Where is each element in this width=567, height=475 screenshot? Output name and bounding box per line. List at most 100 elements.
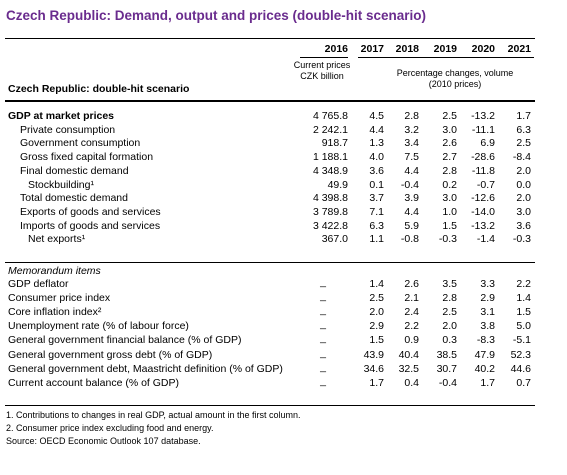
cell: 3.7 xyxy=(369,192,384,205)
cell: -8.3 xyxy=(476,334,495,347)
cell: 3.3 xyxy=(480,278,495,290)
cell: -0.4 xyxy=(438,376,457,389)
cell: 2.2 xyxy=(404,320,419,333)
cell: 5.0 xyxy=(516,320,531,333)
cell: 3.6 xyxy=(516,219,531,232)
cell: -0.3 xyxy=(438,233,457,246)
cell: 3.9 xyxy=(404,192,419,205)
cell: -5.1 xyxy=(512,334,531,347)
cell: 2.5 xyxy=(516,137,531,150)
rule xyxy=(5,100,535,102)
year-header: 2016 xyxy=(324,43,348,55)
row-label: Current account balance (% of GDP) xyxy=(8,376,179,389)
cell: -0.7 xyxy=(476,178,495,191)
cell: 2.5 xyxy=(442,306,457,319)
row-label: General government debt, Maastricht defi… xyxy=(8,362,283,375)
rule xyxy=(5,405,535,406)
row-label: Consumer price index xyxy=(8,292,111,305)
cell: 7.5 xyxy=(404,151,419,164)
cell: -13.2 xyxy=(471,219,495,232)
cell: 2.2 xyxy=(516,278,531,290)
cell: 2.1 xyxy=(404,292,419,305)
cell: 44.6 xyxy=(510,362,531,375)
footnote: 1. Contributions to changes in real GDP,… xyxy=(6,410,301,420)
row-label: Final domestic demand xyxy=(20,164,129,177)
cell: 34.6 xyxy=(363,362,384,375)
cell: -0.8 xyxy=(400,233,419,246)
cell: _ xyxy=(320,304,326,317)
cell: -11.1 xyxy=(471,123,495,136)
cell: 0.0 xyxy=(516,178,531,191)
cell: 5.9 xyxy=(404,219,419,232)
cell: 367.0 xyxy=(321,233,348,246)
rule xyxy=(5,38,535,39)
cell: 1 188.1 xyxy=(312,151,348,164)
row-label: Unemployment rate (% of labour force) xyxy=(8,320,189,333)
cell: 30.7 xyxy=(436,362,457,375)
cell: 2.0 xyxy=(369,306,384,319)
memorandum-title: Memorandum items xyxy=(8,265,101,277)
cell: 1.0 xyxy=(442,205,457,218)
cell: _ xyxy=(320,318,326,331)
cell: 3 789.8 xyxy=(312,205,348,218)
row-label: Government consumption xyxy=(20,137,141,150)
year-header: 2020 xyxy=(471,43,495,55)
cell: 1.4 xyxy=(369,278,384,290)
row-label: Gross fixed capital formation xyxy=(20,151,154,164)
cell: 4.4 xyxy=(404,164,419,177)
cell: -13.2 xyxy=(471,110,495,122)
cell: 4.0 xyxy=(369,151,384,164)
cell: 2.4 xyxy=(404,306,419,319)
cell: 1.7 xyxy=(369,376,384,389)
cell: 918.7 xyxy=(321,137,348,150)
cell: 1.5 xyxy=(442,219,457,232)
cell: 2 242.1 xyxy=(312,123,348,136)
cell: 3.8 xyxy=(480,320,495,333)
cell: 0.9 xyxy=(404,334,419,347)
cell: 4 398.8 xyxy=(312,192,348,205)
footnote: 2. Consumer price index excluding food a… xyxy=(6,423,214,433)
row-label: Core inflation index² xyxy=(8,306,102,319)
cell: 3 422.8 xyxy=(312,219,348,232)
cell: 2.0 xyxy=(516,164,531,177)
cell: 6.3 xyxy=(516,123,531,136)
cell: 1.5 xyxy=(516,306,531,319)
cell: -1.4 xyxy=(476,233,495,246)
cell: 3.4 xyxy=(404,137,419,150)
cell: 40.4 xyxy=(398,348,419,361)
cell: -0.3 xyxy=(512,233,531,246)
year-header: 2017 xyxy=(360,43,384,55)
cell: 0.7 xyxy=(516,376,531,389)
cell: _ xyxy=(320,360,326,373)
rule xyxy=(358,57,534,58)
row-label: Private consumption xyxy=(20,123,116,136)
cell: 3.1 xyxy=(480,306,495,319)
cell: -8.4 xyxy=(512,151,531,164)
title: Czech Republic: Demand, output and price… xyxy=(6,8,427,23)
cell: 2.6 xyxy=(442,137,457,150)
cell: -28.6 xyxy=(471,151,495,164)
cell: 32.5 xyxy=(398,362,419,375)
cell: 1.3 xyxy=(369,137,384,150)
year-header: 2019 xyxy=(433,43,457,55)
row-label: GDP at market prices xyxy=(8,110,115,122)
cell: 0.4 xyxy=(404,376,419,389)
row-label: Stockbuilding¹ xyxy=(28,178,94,191)
cell: 3.2 xyxy=(404,123,419,136)
cell: 2.6 xyxy=(404,278,419,290)
row-label: Total domestic demand xyxy=(20,192,128,205)
cell: 4.4 xyxy=(404,205,419,218)
cell: 3.5 xyxy=(442,278,457,290)
cell: _ xyxy=(320,290,326,303)
cell: 0.2 xyxy=(442,178,457,191)
cell: 3.0 xyxy=(442,192,457,205)
row-label: Exports of goods and services xyxy=(20,205,161,218)
cell: 2.8 xyxy=(442,164,457,177)
year-header: 2021 xyxy=(507,43,531,55)
cell: 4 348.9 xyxy=(312,164,348,177)
cell: 2.8 xyxy=(442,292,457,305)
cell: 43.9 xyxy=(363,348,384,361)
cell: 52.3 xyxy=(510,348,531,361)
cell: 47.9 xyxy=(474,348,495,361)
cell: 1.7 xyxy=(480,376,495,389)
